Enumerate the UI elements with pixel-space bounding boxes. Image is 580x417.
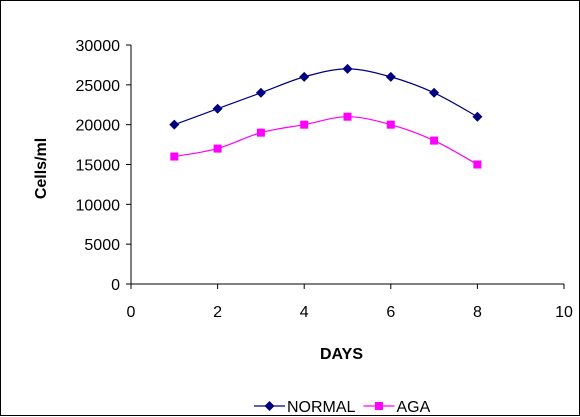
data-point-normal xyxy=(212,103,223,114)
data-point-aga xyxy=(256,128,265,137)
data-point-aga xyxy=(386,120,395,129)
y-tick-label: 5000 xyxy=(84,237,120,254)
data-point-normal xyxy=(255,87,266,98)
y-tick-label: 15000 xyxy=(76,158,121,175)
series-line-normal xyxy=(174,68,478,126)
x-tick-label: 10 xyxy=(555,304,573,321)
data-point-aga xyxy=(300,120,309,129)
y-axis-title: Cells/ml xyxy=(33,138,50,199)
data-point-aga xyxy=(170,152,179,161)
data-point-normal xyxy=(299,71,310,82)
data-point-normal xyxy=(429,87,440,98)
data-point-normal xyxy=(385,71,396,82)
y-tick-label: 20000 xyxy=(76,118,121,135)
legend-marker-normal xyxy=(264,401,275,411)
x-tick-label: 2 xyxy=(213,304,222,321)
legend-marker-aga xyxy=(374,402,383,410)
x-tick-label: 8 xyxy=(473,304,482,321)
data-point-normal xyxy=(472,111,483,122)
axes: 0 5000 10000 15000 20000 25000 30000 0 2 4 6 8 10 xyxy=(76,38,574,321)
legend-label-normal: NORMAL xyxy=(287,399,356,416)
y-tick-label: 30000 xyxy=(76,38,121,55)
x-axis-title: DAYS xyxy=(320,346,363,363)
data-point-aga xyxy=(213,144,222,153)
data-point-aga xyxy=(343,112,352,121)
data-point-aga xyxy=(473,160,482,169)
data-point-normal xyxy=(342,63,353,74)
y-tick-label: 25000 xyxy=(76,78,121,95)
x-tick-label: 4 xyxy=(300,304,309,321)
x-tick-label: 0 xyxy=(127,304,136,321)
y-tick-label: 10000 xyxy=(76,197,121,214)
x-tick-label: 6 xyxy=(386,304,395,321)
y-tick-label: 0 xyxy=(111,277,120,294)
series-layer xyxy=(169,63,483,169)
data-point-normal xyxy=(169,119,180,130)
legend: NORMAL AGA xyxy=(254,399,431,416)
data-point-aga xyxy=(430,136,439,145)
series-normal xyxy=(169,63,483,130)
legend-label-aga: AGA xyxy=(396,399,430,416)
series-aga xyxy=(170,112,482,169)
